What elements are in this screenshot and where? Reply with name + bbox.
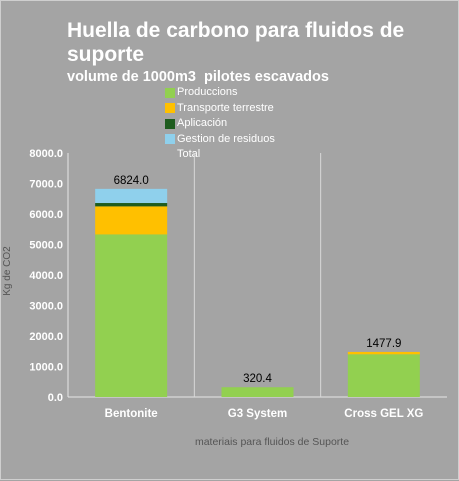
legend-swatch (165, 87, 175, 98)
y-tick-label: 1000.0 (29, 362, 63, 374)
x-axis-title: materiais para fluidos de Suporte (195, 436, 349, 448)
chart-title: Huella de carbono para fluidos de suport… (67, 19, 405, 66)
legend-item-aplicacion: Aplicación (165, 116, 275, 132)
y-tick-label: 7000.0 (29, 179, 63, 191)
legend-label: Gestion de residuos (177, 132, 275, 145)
bar-segment-transporte-terrestre (95, 206, 168, 235)
legend-label: Aplicación (177, 117, 228, 129)
y-tick-label: 5000.0 (29, 240, 63, 252)
legend-item-transporte: Transporte terrestre (165, 101, 275, 117)
y-tick-label: 3000.0 (29, 301, 63, 313)
legend-swatch (165, 118, 175, 129)
bar-total-label: 320.4 (243, 373, 272, 385)
y-tick-label: 2000.0 (29, 331, 63, 343)
legend-swatch (165, 134, 175, 145)
bar-segment-transporte-terrestre (347, 351, 420, 355)
y-tick-label: 0.0 (48, 392, 63, 404)
x-tick-label: Cross GEL XG (344, 408, 423, 420)
bar-segment-gestion-de-residuos (95, 188, 168, 204)
y-tick-label: 6000.0 (29, 209, 63, 221)
x-tick-label: Bentonite (105, 408, 158, 420)
bar-total-label: 6824.0 (114, 175, 149, 187)
bar-segment-produccions (221, 387, 294, 397)
legend-item-produccions: Produccions (165, 85, 275, 101)
chart-subtitle: volume de 1000m3 pilotes escavados (67, 69, 329, 85)
bar-segment-aplicaci-n (95, 203, 168, 207)
legend-label: Produccions (177, 86, 238, 98)
y-tick-label: 8000.0 (29, 148, 63, 160)
y-axis-title: Kg de CO2 (2, 246, 13, 296)
bar-segment-produccions (347, 354, 420, 397)
x-tick-label: G3 System (228, 408, 287, 420)
legend-item-gestion: Gestion de residuos (165, 132, 275, 148)
chart-legend: Produccions Transporte terrestre Aplicac… (165, 85, 275, 163)
bar-segment-produccions (95, 234, 168, 397)
y-tick-label: 4000.0 (29, 270, 63, 282)
legend-label: Transporte terrestre (177, 101, 274, 114)
bar-total-label: 1477.9 (366, 338, 401, 350)
legend-swatch (165, 103, 175, 114)
